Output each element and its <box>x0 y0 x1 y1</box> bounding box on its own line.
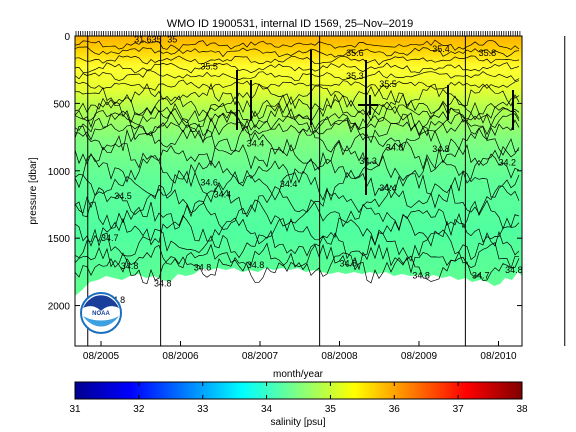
contour-line <box>75 46 520 58</box>
contour-label: 34.8 <box>247 260 265 270</box>
contour-label: 34.7 <box>472 271 490 281</box>
contour-line <box>75 98 520 124</box>
x-tick-label: 08/2006 <box>162 351 199 362</box>
chart-title: WMO ID 1900531, internal ID 1569, 25–Nov… <box>167 18 413 30</box>
contour-label: 34.8 <box>386 143 404 153</box>
noaa-logo-text: NOAA <box>92 311 110 317</box>
colorbar-gradient <box>74 381 523 400</box>
contour-line <box>75 251 520 285</box>
salinity-field <box>75 36 522 296</box>
x-axis-ticks: 08/2005 08/2006 08/2007 08/2008 08/2009 08/20… <box>83 341 517 362</box>
contour-label: 34.8 <box>340 258 358 268</box>
y-tick-label: 1500 <box>48 234 71 245</box>
contour-line <box>75 39 520 51</box>
contour-label: 34.4 <box>214 190 232 200</box>
contour-line <box>75 242 519 274</box>
y-axis-ticks: 0 500 1000 1500 2000 <box>48 32 522 313</box>
contour-line <box>75 104 520 131</box>
colorbar-tick-label: 33 <box>197 404 209 415</box>
contour-label: 34.8 <box>194 263 212 273</box>
contour-label: 34.8 <box>154 279 172 289</box>
colorbar-tick-label: 34 <box>261 404 273 415</box>
contour-line <box>75 199 520 231</box>
contour-line <box>75 141 520 171</box>
contour-line <box>75 214 520 247</box>
dense-profile-spikes <box>236 50 514 195</box>
x-tick-label: 08/2008 <box>321 351 358 362</box>
contour-label: 35.6 <box>346 48 364 58</box>
contour-label: 34.4 <box>280 179 298 189</box>
contour-label: 35.3 <box>346 71 364 81</box>
colorbar-tick-label: 35 <box>325 404 337 415</box>
noaa-logo-wave <box>83 316 119 327</box>
x-tick-label: 08/2009 <box>401 351 438 362</box>
noaa-logo: NOAA <box>80 292 122 334</box>
colorbar-tick-label: 32 <box>133 404 145 415</box>
contour-label: 35.8 <box>479 48 497 58</box>
noaa-logo-bird <box>83 295 119 311</box>
contour-line <box>75 118 520 144</box>
contour-label: 35.4 <box>432 44 450 54</box>
contour-line <box>75 70 520 82</box>
y-axis-label: pressure [dbar] <box>28 157 39 224</box>
contour-label: 35.5 <box>200 62 218 72</box>
x-tick-label: 08/2010 <box>480 351 517 362</box>
y-tick-label: 2000 <box>48 302 71 313</box>
contour-line <box>75 111 520 137</box>
contour-label: 34.4 <box>247 139 265 149</box>
contour-label: 34.8 <box>121 261 139 271</box>
profile-ticks <box>75 31 521 36</box>
contour-line <box>75 82 520 108</box>
data-gap-lines <box>87 36 566 346</box>
plot-area <box>75 36 522 296</box>
y-tick-label: 1000 <box>48 167 71 178</box>
contour-label: 34.2 <box>499 157 517 167</box>
contour-label: 34.7 <box>101 233 119 243</box>
contour-labels: 34.8 34.7 34.8 34.8 34.8 34.8 34.8 34.8 34.7 34.8… <box>101 35 523 305</box>
contour-label: 35 <box>167 35 177 45</box>
contour-label: 34.5 <box>114 191 132 201</box>
contour-label: 31.635 <box>134 35 162 45</box>
contour-label: 35.5 <box>379 79 397 89</box>
contour-label: 34.8 <box>432 144 450 154</box>
contour-lines <box>75 39 520 285</box>
contour-line <box>75 184 520 215</box>
colorbar-label: salinity [psu] <box>270 417 325 428</box>
contour-line <box>75 55 520 66</box>
contour-label: 34.6 <box>200 178 218 188</box>
colorbar-tick-label: 31 <box>69 404 81 415</box>
contour-line <box>75 228 520 262</box>
contour-label: 34.4 <box>379 183 397 193</box>
y-tick-label: 500 <box>53 99 70 110</box>
contour-line <box>75 62 520 74</box>
y-tick-label: 0 <box>64 32 70 43</box>
contour-label: 34.3 <box>359 156 377 166</box>
contour-label: 34.8 <box>412 271 430 281</box>
contour-line <box>75 124 520 156</box>
contour-label: 34.8 <box>505 265 523 275</box>
colorbar-tick-label: 38 <box>516 404 528 415</box>
x-axis-label: month/year <box>273 369 324 380</box>
colorbar-ticks: 31 32 33 34 35 36 37 38 <box>69 382 528 415</box>
colorbar-tick-label: 36 <box>389 404 401 415</box>
colorbar: 31 32 33 34 35 36 37 38 salinity [psu] <box>69 381 528 428</box>
colorbar-tick-label: 37 <box>453 404 465 415</box>
contour-line <box>75 153 520 185</box>
x-tick-label: 08/2005 <box>83 351 120 362</box>
plot-frame <box>74 35 523 347</box>
x-tick-label: 08/2007 <box>242 351 279 362</box>
contour-line <box>75 170 520 202</box>
